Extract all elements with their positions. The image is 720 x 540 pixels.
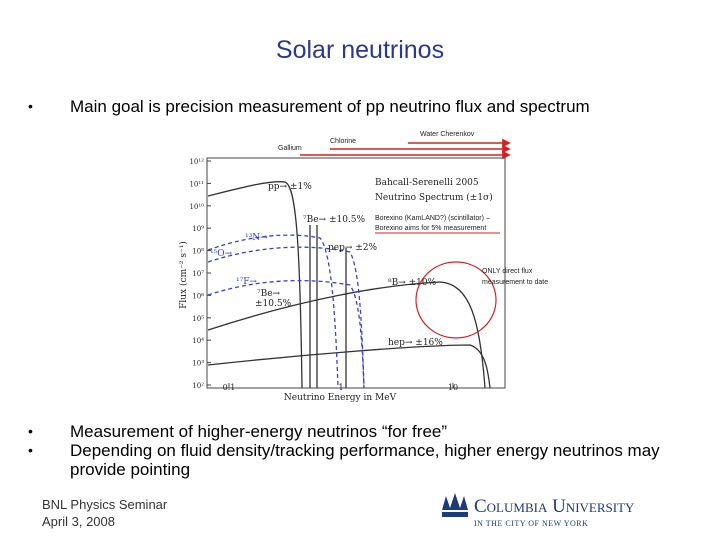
curve-label: pp→ ±1% [268,182,312,192]
y-tick-label: 10⁶ [192,292,204,300]
y-tick-label: 10⁸ [192,248,204,256]
threshold-label: Chlorine [330,138,356,145]
threshold-arrows [300,138,511,160]
y-tick-label: 10¹⁰ [189,203,204,211]
y-tick-label: 10¹² [189,158,204,166]
logo-name: Columbia University [474,496,635,517]
y-axis-label: Flux (cm⁻² s⁻¹) [178,241,189,309]
y-tick-label: 10³ [192,360,204,368]
curve-label: ¹⁵O→ [210,249,233,259]
curve-label: ¹³N→ [245,233,268,243]
curve-label: ⁸B→ ±10% [388,278,437,288]
note: Borexino aims for 5% measurement [375,225,486,232]
bullet: • [28,442,33,458]
bullet-text: Measurement of higher-energy neutrinos “… [70,422,448,441]
bullet: • [28,423,33,439]
curve-label: ±10.5% [255,299,292,309]
footer: BNL Physics Seminar [42,497,168,512]
curve-label: ¹⁷F→ [236,277,257,287]
x-axis-label: Neutrino Energy in MeV [284,393,397,403]
footer: April 3, 2008 [42,514,115,529]
plot-title: Bahcall-Serenelli 2005 [375,178,479,188]
spectrum-curves [207,181,491,389]
curve-label: hep→ ±16% [388,338,443,348]
note: ONLY direct flux [482,268,533,275]
curve-label: pep→ ±2% [328,243,378,253]
bullet-text: Depending on fluid density/tracking perf… [70,441,660,479]
y-tick-label: 10⁷ [192,270,204,278]
logo-sub: IN THE CITY OF NEW YORK [474,519,589,528]
note: measurement to date [482,279,548,286]
plot-subtitle: Neutrino Spectrum (±1σ) [375,192,493,203]
logo-crown [442,493,468,517]
y-tick-label: 10² [192,382,204,390]
highlight [415,261,497,339]
cno-curves [207,234,365,389]
bullet-text: Main goal is precision measurement of pp… [70,97,590,116]
note: Borexino (KamLAND?) (scintillator) – [375,215,490,222]
slide-title: Solar neutrinos [275,36,445,64]
threshold-label: Water Cherenkov [420,131,475,138]
curve-label: ⁷Be→ [257,289,281,299]
y-tick-label: 10⁴ [192,337,204,345]
y-tick-label: 10⁵ [192,315,204,323]
bullet: • [28,98,33,114]
y-tick-label: 10¹¹ [189,180,204,188]
threshold-label: Gallium [278,145,302,152]
curve-label: ⁷Be→ ±10.5% [303,215,366,225]
y-tick-label: 10⁹ [192,225,204,233]
